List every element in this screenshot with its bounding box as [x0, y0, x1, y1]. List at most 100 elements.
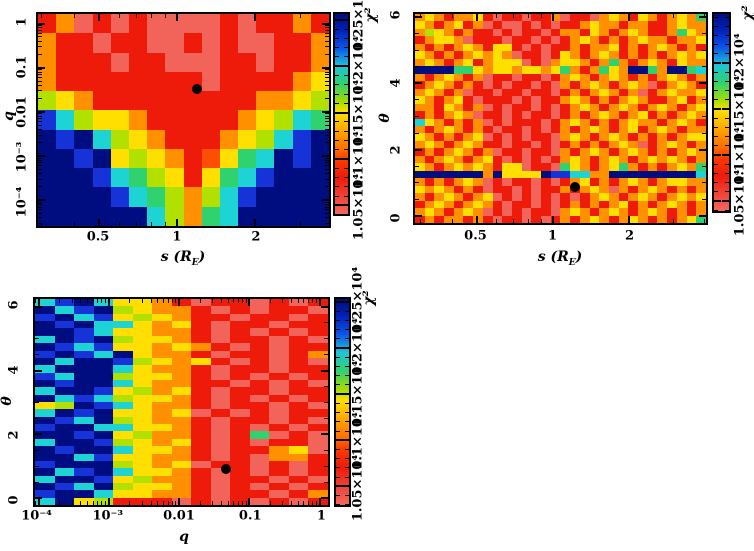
axis-tick — [325, 118, 329, 120]
axis-tick — [38, 124, 42, 126]
axis-tick — [415, 132, 419, 134]
axis-tick — [336, 319, 340, 321]
axis-tick — [345, 458, 349, 460]
axis-tick — [325, 186, 329, 188]
tick-label: 0.1 — [14, 55, 30, 79]
axis-tick — [38, 46, 42, 48]
axis-tick — [171, 299, 173, 303]
axis-tick — [38, 30, 42, 32]
axis-tick — [344, 37, 348, 39]
axis-tick — [321, 369, 328, 372]
axis-tick — [627, 14, 630, 21]
axis-tick — [714, 99, 718, 101]
axis-tick — [325, 84, 329, 86]
axis-tick — [38, 118, 42, 120]
axis-tick — [325, 159, 329, 161]
axis-tick — [237, 299, 239, 303]
axis-tick — [34, 501, 36, 505]
axis-tick — [344, 121, 348, 123]
axis-tick — [714, 145, 718, 147]
axis-tick — [714, 117, 718, 119]
axis-tick — [725, 209, 729, 211]
axis-tick — [324, 354, 328, 356]
axis-tick — [59, 299, 61, 303]
axis-tick — [335, 102, 339, 104]
axis-tick — [725, 173, 729, 175]
axis-tick — [35, 354, 39, 356]
axis-tick — [38, 69, 42, 71]
axis-tick — [315, 501, 317, 505]
heatmap-cells — [35, 299, 328, 505]
axis-tick — [336, 449, 340, 451]
axis-tick — [344, 102, 348, 104]
axis-tick — [344, 130, 348, 132]
colorbar-title: χ² — [740, 5, 754, 21]
axis-tick — [335, 84, 339, 86]
axis-tick — [336, 412, 340, 414]
axis-tick — [35, 417, 39, 419]
tick-label: 2 — [388, 145, 404, 155]
axis-tick — [336, 310, 340, 312]
tick-label: 0.01 — [163, 508, 195, 524]
axis-tick — [699, 82, 706, 85]
axis-tick — [527, 219, 529, 223]
axis-tick — [336, 439, 343, 442]
axis-tick — [475, 14, 478, 21]
tick-label: 4 — [6, 365, 22, 375]
axis-tick — [725, 44, 729, 46]
axis-tick — [303, 299, 305, 303]
axis-tick — [702, 165, 706, 167]
axis-tick — [325, 129, 329, 130]
colorbar-tick-label: 1.25×10⁴ — [350, 266, 366, 334]
axis-tick — [322, 22, 329, 25]
axis-tick — [345, 329, 349, 331]
axis-tick — [151, 14, 153, 18]
axis-tick — [119, 222, 121, 226]
axis-tick — [87, 501, 89, 505]
axis-tick — [324, 481, 328, 483]
heatmap-cells — [38, 14, 329, 226]
axis-tick — [325, 71, 329, 73]
axis-tick — [157, 501, 159, 505]
axis-tick — [345, 467, 349, 469]
axis-tick — [714, 182, 718, 184]
heatmap-plot — [33, 297, 330, 507]
axis-tick — [725, 16, 729, 18]
axis-tick — [336, 458, 340, 460]
axis-tick — [672, 14, 674, 18]
axis-tick — [38, 155, 45, 158]
axis-tick — [38, 142, 42, 144]
axis-tick — [164, 14, 166, 18]
tick-label: 0 — [388, 213, 404, 223]
best-fit-marker — [569, 181, 580, 192]
y-axis-title: θ — [0, 396, 15, 406]
tick-label: 10⁻³ — [14, 141, 30, 173]
axis-tick — [672, 219, 674, 223]
axis-tick — [38, 66, 45, 69]
axis-tick — [129, 501, 131, 505]
axis-tick — [335, 195, 339, 197]
axis-tick — [227, 299, 229, 303]
tick-label: 10⁻³ — [92, 508, 124, 524]
axis-tick — [714, 71, 718, 73]
axis-tick — [325, 77, 329, 79]
axis-tick — [714, 173, 718, 175]
axis-tick — [38, 201, 42, 203]
colorbar — [334, 297, 351, 507]
axis-tick — [342, 300, 349, 303]
axis-tick — [415, 198, 419, 200]
axis-tick — [325, 74, 329, 76]
axis-tick — [725, 25, 729, 27]
axis-tick — [344, 47, 348, 49]
axis-tick — [344, 167, 348, 169]
axis-tick — [199, 299, 201, 303]
axis-tick — [245, 299, 247, 303]
axis-tick — [345, 495, 349, 497]
axis-tick — [101, 501, 103, 505]
axis-tick — [38, 113, 42, 115]
axis-tick — [248, 498, 251, 505]
axis-tick — [335, 149, 339, 151]
axis-tick — [415, 165, 419, 167]
axis-tick — [702, 49, 706, 51]
